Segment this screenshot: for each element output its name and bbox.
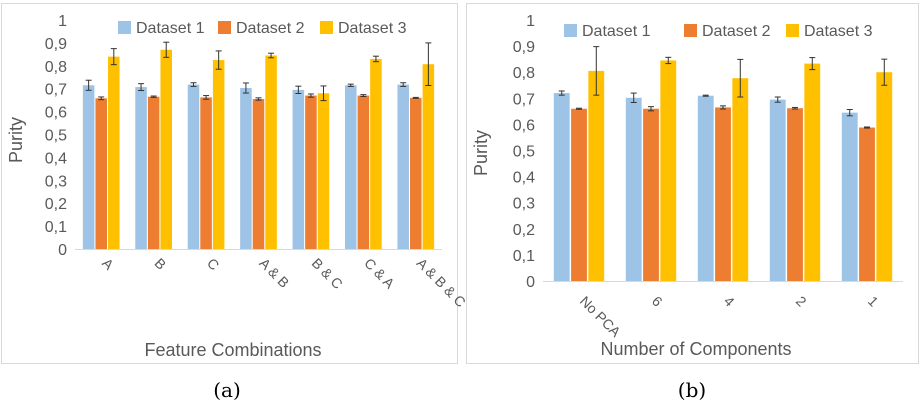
bar-dataset-1: [697, 95, 714, 281]
y-tick-label: 0,7: [45, 82, 67, 99]
legend-swatch: [320, 21, 333, 34]
bar-dataset-1: [187, 84, 200, 249]
y-tick-label: 0,5: [45, 128, 67, 145]
y-tick-label: 0,8: [45, 59, 67, 76]
y-tick-label: 0,5: [513, 144, 535, 161]
legend-label: Dataset 3: [338, 20, 407, 37]
y-tick-label: 0,1: [45, 219, 67, 236]
bar-dataset-3: [660, 60, 677, 281]
x-axis-title: Number of Components: [600, 339, 791, 359]
bar-dataset-1: [345, 85, 357, 249]
y-tick-label: 0,9: [45, 36, 67, 53]
legend-swatch: [564, 24, 577, 37]
bar-dataset-1: [397, 84, 409, 249]
bar-dataset-1: [769, 99, 786, 281]
bar-dataset-1: [841, 112, 858, 281]
legend-label: Dataset 2: [702, 23, 771, 40]
y-tick-label: 0,9: [513, 39, 535, 56]
y-tick-label: 0: [526, 274, 535, 291]
bar-dataset-3: [108, 56, 120, 249]
y-tick-label: 0,1: [513, 248, 535, 265]
bar-dataset-3: [732, 78, 749, 281]
bar-dataset-3: [160, 49, 172, 249]
bar-dataset-2: [571, 108, 587, 282]
y-tick-label: 0,4: [45, 150, 67, 167]
bar-dataset-3: [422, 64, 435, 250]
y-tick-label: 0: [58, 242, 67, 259]
bar-dataset-1: [135, 87, 147, 249]
y-tick-label: 0,6: [513, 117, 535, 134]
y-tick-label: 1: [526, 13, 535, 30]
y-tick-label: 0,4: [513, 170, 535, 187]
bar-dataset-3: [588, 70, 605, 282]
legend-swatch: [684, 24, 697, 37]
y-tick-label: 0,2: [45, 196, 67, 213]
bar-dataset-2: [859, 127, 875, 281]
bar-dataset-1: [625, 97, 642, 281]
x-axis-title: Feature Combinations: [144, 340, 321, 360]
bar-dataset-3: [876, 72, 893, 281]
bar-dataset-3: [804, 63, 821, 281]
y-tick-label: 0,3: [45, 173, 67, 190]
bar-dataset-3: [265, 55, 277, 250]
legend-label: Dataset 3: [804, 23, 873, 40]
y-axis-title: Purity: [471, 130, 491, 176]
bar-dataset-2: [95, 98, 107, 250]
bar-dataset-2: [643, 108, 659, 282]
y-tick-label: 0,8: [513, 65, 535, 82]
y-tick-label: 0,2: [513, 222, 535, 239]
legend-swatch: [786, 24, 799, 37]
y-axis-title: Purity: [6, 117, 26, 163]
bar-dataset-2: [715, 107, 731, 281]
bar-dataset-2: [252, 99, 265, 249]
y-tick-label: 0,6: [45, 105, 67, 122]
bar-dataset-3: [370, 58, 382, 250]
bar-dataset-1: [82, 85, 95, 249]
legend-label: Dataset 1: [136, 20, 205, 37]
y-tick-label: 0,7: [513, 91, 535, 108]
legend-swatch: [118, 21, 131, 34]
bar-dataset-3: [317, 93, 330, 249]
bar-dataset-2: [200, 97, 212, 249]
bar-dataset-2: [147, 96, 160, 249]
legend-swatch: [218, 21, 231, 34]
legend-label: Dataset 2: [236, 20, 305, 37]
bar-dataset-2: [787, 108, 803, 281]
panel-caption: (a): [213, 378, 241, 402]
bar-dataset-1: [292, 89, 305, 249]
chart-frame: [1, 3, 458, 364]
bar-dataset-1: [240, 88, 252, 249]
y-tick-label: 1: [58, 13, 67, 30]
bar-dataset-2: [410, 97, 422, 249]
y-tick-label: 0,3: [513, 196, 535, 213]
bar-dataset-2: [305, 95, 317, 249]
legend-label: Dataset 1: [582, 23, 651, 40]
bar-dataset-3: [212, 60, 225, 250]
bar-dataset-1: [553, 93, 570, 281]
bar-dataset-2: [357, 95, 370, 249]
panel-caption: (b): [678, 378, 706, 402]
